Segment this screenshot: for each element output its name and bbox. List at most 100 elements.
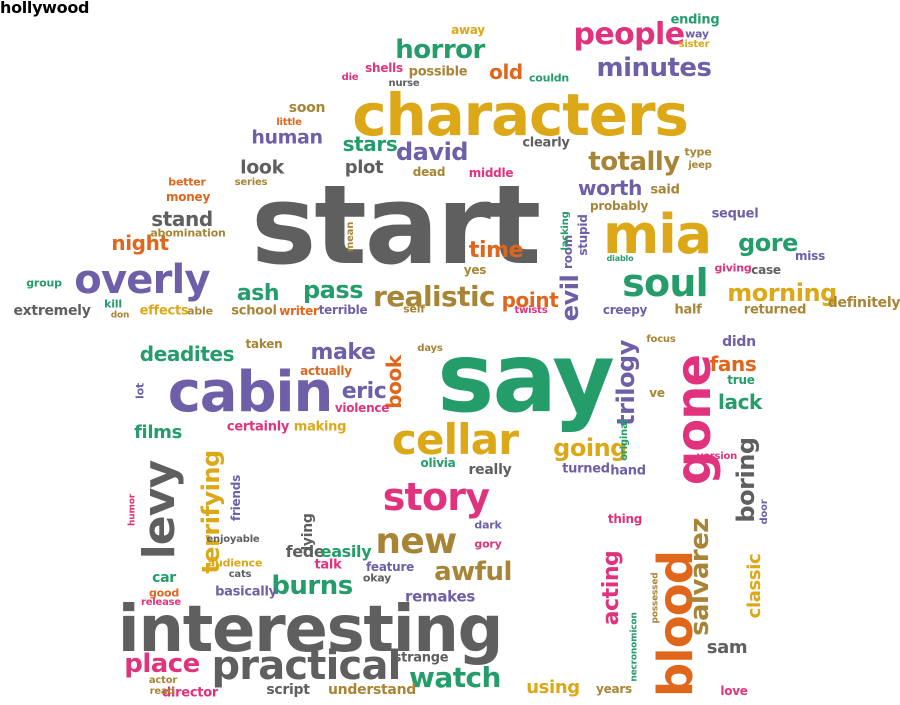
word-cats: cats [228, 569, 252, 580]
word-making: making [293, 419, 347, 435]
word-films: films [134, 422, 182, 443]
word-point: point [501, 288, 559, 312]
word-violence: violence [334, 401, 390, 415]
word-twists: twists [514, 305, 548, 316]
word-really: really [468, 462, 512, 478]
word-turned: turned [562, 461, 610, 477]
word-stars: stars [342, 132, 398, 156]
word-boring: boring [732, 437, 760, 523]
word-necronomicon: necronomicon [629, 612, 640, 682]
word-understand: understand [327, 682, 417, 698]
word-jeep: jeep [688, 160, 712, 171]
word-version: version [696, 451, 738, 462]
word-case: case [751, 263, 781, 277]
word-giving: giving [714, 261, 752, 275]
word-night: night [111, 231, 169, 255]
word-overly: overly [74, 257, 210, 303]
word-lacking: lacking [560, 211, 571, 251]
word-basically: basically [215, 584, 277, 600]
word-interesting: interesting [117, 593, 504, 667]
word-kill: kill [104, 297, 122, 311]
word-characters: characters [352, 81, 689, 149]
word-ve: ve [649, 386, 665, 400]
word-writer: writer [279, 304, 319, 318]
word-hand: hand [610, 463, 646, 479]
word-classic: classic [744, 553, 765, 619]
word-audience: audience [207, 556, 263, 570]
word-soul: soul [622, 261, 709, 305]
word-terrifying: terrifying [197, 450, 225, 574]
word-dark: dark [474, 518, 502, 532]
word-start: start [250, 161, 541, 289]
word-possessed: possessed [650, 572, 661, 624]
word-worth: worth [578, 176, 642, 200]
word-good: good [149, 586, 179, 600]
word-sequel: sequel [711, 206, 759, 222]
word-lack: lack [718, 390, 762, 414]
word-returned: returned [743, 302, 807, 318]
word-feature: feature [365, 560, 415, 574]
word-actor: actor [148, 675, 178, 686]
word-evil: evil [556, 274, 584, 322]
word-effects: effects [139, 303, 189, 319]
word-plot: plot [344, 157, 384, 178]
word-type: type [684, 145, 712, 159]
word-minutes: minutes [596, 53, 712, 83]
word-script: script [266, 682, 310, 698]
word-people: people [573, 17, 686, 52]
word-salvarez: salvarez [685, 518, 715, 636]
word-remakes: remakes [405, 587, 475, 606]
word-yes: yes [463, 263, 487, 277]
word-love: love [720, 684, 748, 698]
word-middle: middle [468, 166, 514, 180]
word-school: school [231, 303, 277, 319]
word-terrible: terrible [318, 303, 368, 317]
word-miss: miss [795, 249, 825, 263]
word-new: new [375, 521, 457, 562]
word-ending: ending [670, 12, 720, 28]
word-fede: fede [285, 542, 325, 561]
word-make: make [310, 340, 376, 365]
word-old: old [489, 60, 523, 84]
word-release: release [140, 597, 182, 608]
word-pass: pass [302, 276, 364, 304]
word-practical: practical [211, 643, 401, 689]
word-little: little [276, 117, 302, 128]
word-read: read [149, 686, 175, 697]
word-lying: lying [300, 513, 316, 551]
word-nurse: nurse [388, 78, 420, 89]
word-creepy: creepy [602, 303, 648, 317]
word-taken: taken [245, 337, 283, 351]
word-original: original [619, 419, 630, 461]
word-stand: stand [151, 207, 213, 231]
word-fans: fans [709, 352, 757, 376]
word-david: david [395, 138, 469, 166]
word-die: die [341, 72, 359, 83]
word-trilogy: trilogy [612, 340, 640, 426]
word-self: self [403, 302, 425, 316]
word-horror: horror [395, 35, 485, 65]
word-door: door [759, 499, 770, 525]
word-didn: didn [722, 334, 756, 350]
word-burns: burns [271, 571, 353, 601]
word-shells: shells [365, 61, 403, 75]
word-mia: mia [603, 203, 712, 266]
word-awful: awful [434, 557, 512, 587]
word-watch: watch [409, 661, 501, 694]
word-olivia: olivia [420, 456, 456, 470]
word-acting: acting [599, 550, 624, 626]
word-humor: humor [127, 494, 138, 526]
word-story: story [382, 475, 490, 519]
word-totally: totally [588, 147, 680, 177]
word-true: true [727, 373, 755, 387]
word-morning: morning [727, 279, 837, 307]
word-hollywood: hollywood [0, 0, 90, 17]
word-don: don [110, 310, 130, 321]
word-time: time [468, 238, 524, 263]
word-stupid: stupid [576, 214, 590, 256]
word-friends: friends [229, 475, 243, 521]
word-eric: eric [341, 379, 387, 404]
word-mean: mean [345, 221, 356, 253]
word-away: away [451, 23, 485, 37]
word-say: say [437, 322, 615, 434]
